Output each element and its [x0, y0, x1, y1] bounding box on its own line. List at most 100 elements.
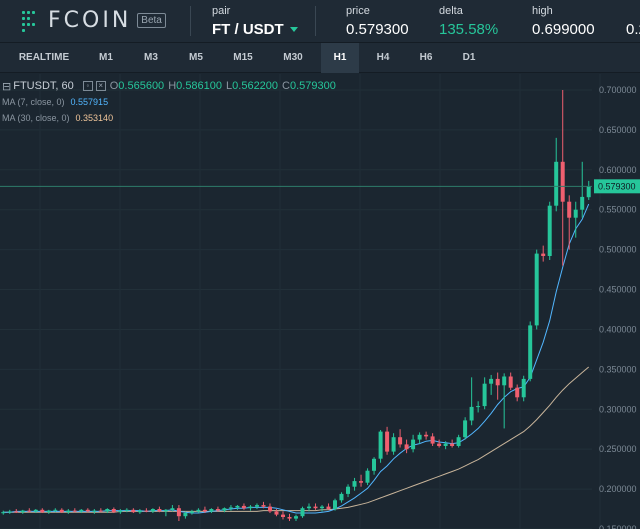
tab-d1[interactable]: D1	[462, 52, 476, 63]
candle-body	[196, 509, 201, 512]
candle-body	[320, 506, 324, 509]
candle-body	[7, 511, 12, 513]
candle-body	[105, 509, 110, 512]
candle-body	[215, 509, 220, 511]
candle-body	[365, 470, 370, 483]
candle-body	[567, 201, 572, 218]
y-tick-label: 0.700000	[599, 85, 637, 95]
candle-body	[580, 196, 585, 210]
candle-body	[326, 506, 331, 509]
ma30-line	[3, 366, 590, 513]
high-value: 0.699000	[532, 21, 595, 38]
tab-h4[interactable]: H4	[376, 52, 390, 63]
candle-body	[528, 325, 533, 379]
candle-body	[437, 443, 442, 446]
candle-body	[541, 253, 546, 256]
candle-body	[502, 376, 507, 386]
ma30-label: MA (30, close, 0)	[2, 113, 70, 123]
header-divider	[315, 6, 316, 36]
candle-body	[411, 439, 416, 450]
candle-body	[404, 444, 409, 450]
candle-body	[450, 443, 455, 446]
tab-m15[interactable]: M15	[233, 52, 253, 63]
candle-body	[456, 437, 461, 446]
ma7-legend: MA (7, close, 0) 0.557915	[2, 94, 340, 110]
candle-body	[313, 506, 318, 509]
candle-body	[228, 507, 233, 509]
candle-body	[176, 508, 181, 517]
ma7-line	[3, 203, 590, 514]
tab-h6[interactable]: H6	[419, 52, 433, 63]
chart-grid	[0, 74, 601, 529]
logo-dots-icon	[22, 9, 42, 33]
candle-body	[209, 509, 214, 512]
candle-body	[189, 511, 194, 513]
candle-body	[255, 505, 259, 507]
tab-m3[interactable]: M3	[144, 52, 158, 63]
candle-body	[79, 509, 84, 512]
y-tick-label: 0.550000	[599, 205, 637, 215]
open-key: O	[109, 80, 119, 92]
candles	[1, 89, 591, 522]
timeframe-tabs: REALTIME M1 M3 M5 M15 M30 H1 H4 H6 D1	[0, 43, 640, 73]
high-key: H	[168, 80, 177, 92]
tab-m1[interactable]: M1	[99, 52, 113, 63]
candle-body	[385, 431, 390, 452]
candle-body	[287, 517, 292, 519]
candle-body	[72, 510, 77, 512]
candle-body	[560, 161, 565, 202]
symbol-label: FTUSDT, 60	[13, 80, 74, 92]
candle-body	[495, 378, 500, 386]
candle-body	[463, 420, 468, 438]
price-axis: 0.700000 0.650000 0.600000 0.550000 0.500000…	[0, 85, 640, 529]
top-bar: FCOIN Beta pair FT / USDT price 0.579300…	[0, 0, 640, 43]
y-tick-label: 0.500000	[599, 245, 637, 255]
tab-m30[interactable]: M30	[283, 52, 303, 63]
candle-body	[33, 509, 38, 512]
ma7-value: 0.557915	[70, 97, 109, 107]
candle-body	[85, 509, 90, 512]
beta-badge: Beta	[137, 13, 166, 28]
candle-body	[1, 512, 6, 514]
price-chart[interactable]: 0.700000 0.650000 0.600000 0.550000 0.500000…	[0, 74, 640, 529]
logo-text: FCOIN	[48, 8, 132, 33]
high-value-legend: 0.586100	[176, 80, 223, 92]
tab-realtime[interactable]: REALTIME	[18, 52, 70, 63]
y-tick-label: 0.200000	[599, 484, 637, 494]
ma30-value: 0.353140	[75, 113, 114, 123]
y-tick-label: 0.650000	[599, 125, 637, 135]
candle-body	[268, 506, 272, 512]
y-tick-label: 0.400000	[599, 324, 637, 334]
pair-selector[interactable]: FT / USDT	[212, 21, 284, 38]
tab-m5[interactable]: M5	[189, 52, 203, 63]
candle-body	[352, 481, 357, 487]
tab-h1[interactable]: H1	[321, 43, 359, 73]
candle-body	[118, 510, 123, 513]
candle-body	[222, 508, 227, 511]
candle-body	[489, 378, 494, 384]
last-price-tag	[594, 179, 640, 194]
candle-body	[508, 376, 513, 388]
pair-label: pair	[212, 5, 231, 17]
candle-body	[430, 436, 435, 444]
candle-body	[333, 500, 337, 510]
close-icon[interactable]: ×	[95, 81, 106, 91]
candle-body	[476, 406, 481, 408]
candle-body	[378, 431, 383, 459]
candle-body	[27, 510, 32, 512]
high-label: high	[532, 5, 553, 17]
collapse-icon[interactable]: ⊟	[2, 79, 12, 93]
candle-body	[53, 509, 58, 511]
chevron-down-icon[interactable]	[290, 27, 298, 32]
candle-body	[111, 509, 116, 513]
candle-body	[66, 510, 71, 513]
candle-body	[124, 509, 129, 511]
candle-body	[92, 510, 97, 512]
low-value: 0.2	[626, 21, 640, 38]
fcoin-logo[interactable]: FCOIN Beta	[22, 8, 166, 33]
candle-body	[59, 509, 64, 513]
candle-body	[391, 437, 396, 452]
eye-icon[interactable]: ◦	[82, 81, 93, 91]
price-value: 0.579300	[346, 21, 409, 38]
low-value-legend: 0.562200	[232, 80, 279, 92]
